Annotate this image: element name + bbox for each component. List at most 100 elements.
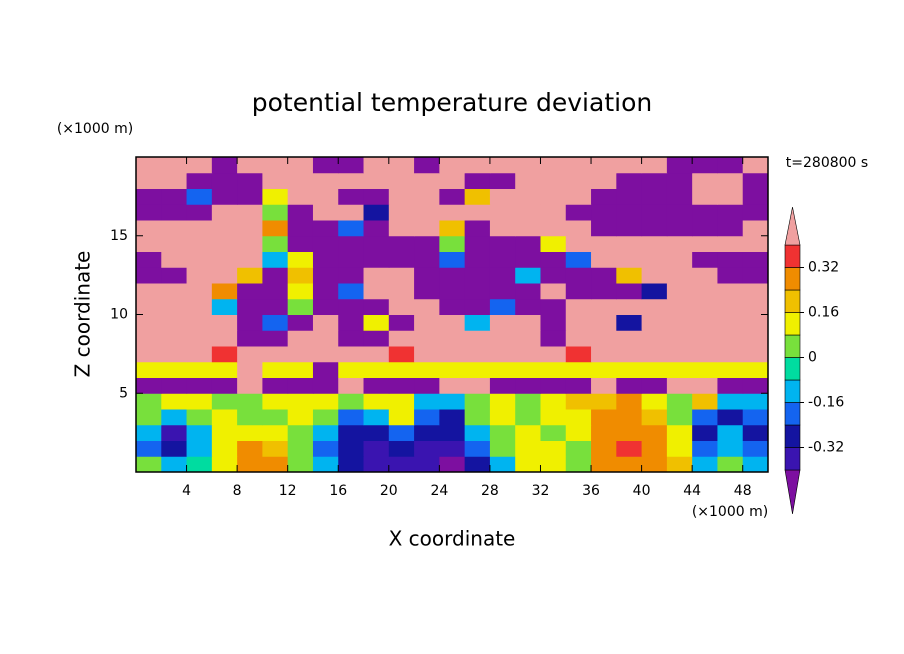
contour-cell <box>464 283 491 300</box>
contour-cell <box>287 456 314 473</box>
contour-cell <box>186 267 213 284</box>
contour-cell <box>211 440 238 457</box>
contour-cell <box>717 330 744 347</box>
contour-cell <box>262 440 289 457</box>
contour-cell <box>414 314 440 331</box>
contour-cell <box>742 314 769 331</box>
colorbar-tick-label: 0.32 <box>808 260 839 276</box>
contour-cell <box>388 188 415 205</box>
contour-cell <box>211 361 238 378</box>
contour-cell <box>186 346 213 363</box>
contour-cell <box>515 440 541 457</box>
contour-cell <box>439 172 466 189</box>
contour-cell <box>692 172 718 189</box>
contour-cell <box>666 409 693 426</box>
contour-cell <box>565 235 592 252</box>
contour-cell <box>388 409 415 426</box>
contour-cell <box>489 393 516 410</box>
contour-cell <box>641 220 668 237</box>
x-axis-label: X coordinate <box>389 527 516 551</box>
contour-cell <box>211 235 238 252</box>
contour-cell <box>312 298 339 315</box>
contour-cell <box>161 204 188 221</box>
contour-cell <box>388 330 415 347</box>
contour-cell <box>161 440 188 457</box>
contour-cell <box>591 251 617 268</box>
contour-cell <box>666 251 693 268</box>
contour-cell <box>287 298 314 315</box>
contour-cell <box>338 440 365 457</box>
contour-cell <box>616 267 643 284</box>
contour-cell <box>692 283 718 300</box>
contour-cell <box>742 251 769 268</box>
contour-cell <box>287 188 314 205</box>
contour-cell <box>565 409 592 426</box>
contour-cell <box>591 346 617 363</box>
contour-cell <box>439 440 466 457</box>
contour-cell <box>641 251 668 268</box>
contour-cell <box>136 235 162 252</box>
contour-cell <box>237 251 263 268</box>
contour-cell <box>161 361 188 378</box>
contour-cell <box>186 172 213 189</box>
contour-cell <box>540 330 567 347</box>
contour-cell <box>641 283 668 300</box>
colorbar-box <box>784 289 801 313</box>
contour-cell <box>388 172 415 189</box>
contour-cell <box>262 157 289 174</box>
contour-cell <box>262 393 289 410</box>
contour-cell <box>591 298 617 315</box>
contour-cell <box>312 251 339 268</box>
contour-cell <box>287 157 314 174</box>
contour-cell <box>439 251 466 268</box>
contour-cell <box>641 440 668 457</box>
contour-cell <box>464 157 491 174</box>
contour-cell <box>439 204 466 221</box>
contour-cell <box>287 346 314 363</box>
contour-cell <box>211 188 238 205</box>
contour-cell <box>666 424 693 441</box>
contour-cell <box>742 393 769 410</box>
contour-cell <box>489 172 516 189</box>
contour-cell <box>414 440 440 457</box>
contour-cell <box>540 172 567 189</box>
contour-cell <box>414 157 440 174</box>
contour-cell <box>565 330 592 347</box>
contour-cell <box>211 283 238 300</box>
contour-cell <box>161 220 188 237</box>
contour-cell <box>363 314 390 331</box>
contour-cell <box>312 424 339 441</box>
contour-cell <box>211 424 238 441</box>
contour-cell <box>136 251 162 268</box>
contour-cell <box>742 283 769 300</box>
contour-cell <box>338 220 365 237</box>
contour-cell <box>616 172 643 189</box>
contour-cell <box>666 157 693 174</box>
contour-cell <box>515 393 541 410</box>
contour-cell <box>742 298 769 315</box>
contour-cell <box>312 220 339 237</box>
contour-cell <box>666 267 693 284</box>
contour-cell <box>161 314 188 331</box>
contour-cell <box>414 283 440 300</box>
contour-cell <box>237 314 263 331</box>
contour-cell <box>540 220 567 237</box>
contour-cell <box>742 267 769 284</box>
contour-cell <box>262 283 289 300</box>
contour-cell <box>464 440 491 457</box>
x-tick-label: 12 <box>279 483 297 499</box>
colorbar-extend-low <box>784 469 801 515</box>
contour-cell <box>641 172 668 189</box>
contour-cell <box>717 157 744 174</box>
contour-cell <box>742 346 769 363</box>
contour-cell <box>211 251 238 268</box>
contour-cell <box>338 157 365 174</box>
contour-cell <box>616 188 643 205</box>
contour-cell <box>262 361 289 378</box>
contour-cell <box>388 220 415 237</box>
contour-cell <box>136 393 162 410</box>
contour-cell <box>262 424 289 441</box>
contour-cell <box>312 346 339 363</box>
contour-cell <box>742 235 769 252</box>
contour-cell <box>489 440 516 457</box>
